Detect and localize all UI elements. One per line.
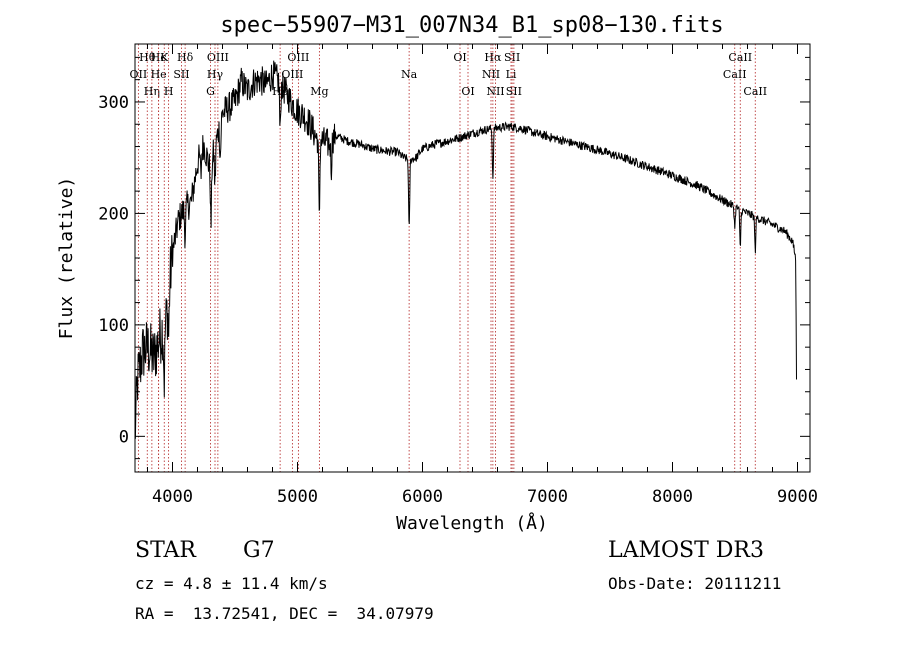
line-marker-label: OIII [281, 68, 303, 81]
line-marker-label: Na [401, 68, 418, 81]
x-tick-label: 8000 [652, 487, 693, 507]
line-marker-label: NII [482, 68, 500, 81]
line-marker-label: Hϵ [151, 51, 167, 64]
line-marker-label: Li [506, 68, 517, 81]
redshift-velocity: cz = 4.8 ± 11.4 km/s [135, 574, 328, 593]
line-marker-label: OI [453, 51, 466, 64]
line-marker-label: Hθ [139, 51, 156, 64]
line-marker-label: OIII [207, 51, 229, 64]
line-marker-label: Hα [484, 51, 502, 64]
survey-name: LAMOST DR3 [608, 538, 764, 563]
line-marker-label: CaII [728, 51, 752, 64]
line-marker-label: K [160, 51, 169, 64]
x-axis-label: Wavelength (Å) [396, 512, 548, 534]
line-marker-label: SII [504, 51, 520, 64]
x-tick-label: 7000 [527, 487, 568, 507]
y-tick-label: 100 [98, 316, 129, 336]
x-tick-label: 9000 [777, 487, 818, 507]
line-marker-label: OII [130, 68, 148, 81]
y-tick-label: 200 [98, 204, 129, 224]
line-marker-label: He [151, 68, 167, 81]
line-marker-label: CaII [743, 85, 767, 98]
line-marker-label: Hγ [207, 68, 224, 81]
object-subclass: G7 [243, 538, 275, 563]
line-marker-label: OIII [287, 51, 309, 64]
line-marker-label: CaII [723, 68, 747, 81]
x-tick-label: 5000 [277, 487, 318, 507]
y-tick-label: 300 [98, 93, 129, 113]
line-marker-label: SII [506, 85, 522, 98]
line-marker-label: SII [173, 68, 189, 81]
line-marker-label: G [206, 85, 215, 98]
plot-frame [134, 43, 811, 473]
line-marker-label: H [164, 85, 174, 98]
y-tick-label: 0 [119, 427, 129, 447]
x-axis: 4000 5000 6000 7000 8000 9000 [147, 44, 818, 507]
spectrum-line [134, 60, 797, 439]
line-marker-label: NII [486, 85, 504, 98]
sky-coordinates: RA = 13.72541, DEC = 34.07979 [135, 604, 434, 623]
observation-date: Obs-Date: 20111211 [608, 574, 782, 593]
x-tick-label: 6000 [402, 487, 443, 507]
y-axis: 0 100 200 300 [98, 56, 810, 460]
line-marker-label: Mg [310, 85, 328, 98]
y-axis-label: Flux (relative) [56, 177, 77, 340]
line-marker-label: Hη [144, 85, 160, 98]
chart-title: spec−55907−M31_007N34_B1_sp08−130.fits [220, 13, 723, 38]
object-class: STAR [135, 538, 196, 563]
line-marker-label: OI [461, 85, 474, 98]
x-tick-label: 4000 [152, 487, 193, 507]
line-marker-label: Hδ [177, 51, 194, 64]
